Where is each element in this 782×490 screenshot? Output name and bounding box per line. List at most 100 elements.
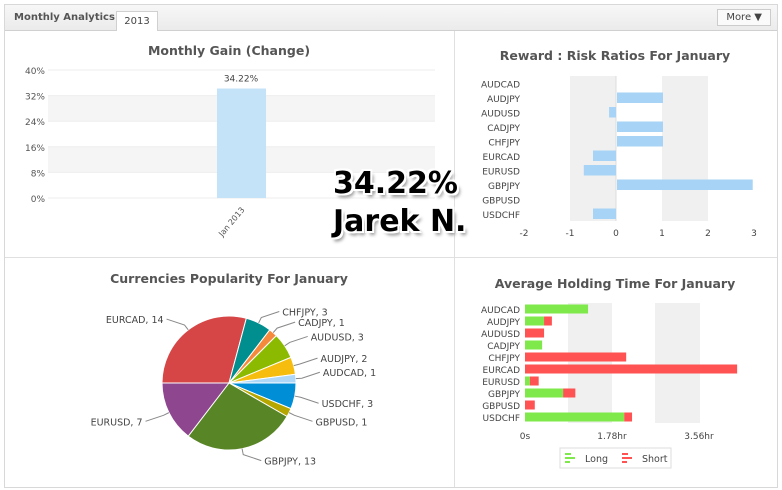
- category-label: AUDJPY: [487, 318, 521, 328]
- bar-short: [544, 316, 552, 326]
- analytics-widget: Monthly Analytics 2013 More ▼: [4, 4, 778, 488]
- tab-2013[interactable]: 2013: [116, 11, 158, 31]
- chart-title: Reward : Risk Ratios For January: [500, 48, 730, 63]
- overlay-gain: 34.22%: [333, 166, 458, 201]
- tab-bar: Monthly Analytics 2013 More ▼: [5, 5, 777, 31]
- leader-line: [288, 412, 313, 422]
- bar: [617, 179, 753, 190]
- bar: [609, 107, 616, 118]
- currency-popularity-chart: Currencies Popularity For January EURCAD,…: [91, 271, 377, 468]
- bar-short: [525, 328, 545, 338]
- category-label: USDCHF: [483, 211, 520, 221]
- bar-short: [563, 388, 576, 398]
- overlay-name: Jarek N.: [333, 204, 467, 239]
- category-label: GBPJPY: [488, 182, 520, 192]
- x-tick-label: Jan 2013: [216, 206, 246, 240]
- bar-long: [525, 316, 545, 326]
- data-label: 34.22%: [224, 74, 259, 84]
- category-label: AUDCAD: [481, 80, 520, 90]
- monthly-gain-chart: Monthly Gain (Change) 0% 8% 16% 24% 32% 40% 34.…: [25, 43, 435, 240]
- legend: [559, 447, 672, 469]
- leader-line: [241, 448, 262, 462]
- bar-short: [525, 400, 535, 410]
- legend-icon: [622, 461, 627, 463]
- bar: [583, 165, 616, 176]
- bar: [617, 121, 663, 132]
- grid-band: [568, 303, 612, 423]
- bar-short: [529, 376, 539, 386]
- x-tick-label: -2: [520, 229, 529, 239]
- bar-long: [525, 376, 530, 386]
- grid-band: [655, 303, 700, 423]
- legend-label: Short: [642, 454, 668, 465]
- x-tick-label: 3.56hr: [684, 432, 714, 442]
- legend-icon: [565, 461, 570, 463]
- category-label: CADJPY: [487, 342, 520, 352]
- y-tick-label: 8%: [31, 169, 46, 179]
- slice-label: CADJPY, 1: [298, 318, 345, 329]
- bar-long: [525, 388, 564, 398]
- x-tick-label: 3: [751, 229, 757, 239]
- legend-label: Long: [585, 454, 608, 465]
- pie-slice: [161, 315, 247, 384]
- bar-short: [525, 352, 627, 362]
- bar: [617, 136, 663, 147]
- more-label: More: [726, 12, 752, 23]
- x-tick-label: 1.78hr: [597, 432, 627, 442]
- y-tick-label: 40%: [25, 67, 45, 77]
- y-tick-label: 16%: [25, 144, 45, 154]
- leader-line: [145, 412, 170, 422]
- bar-long: [525, 304, 589, 314]
- category-label: GBPUSD: [482, 196, 520, 206]
- pie-slice: [187, 382, 288, 451]
- y-tick-label: 0%: [31, 195, 46, 205]
- more-button[interactable]: More ▼: [717, 9, 771, 26]
- slice-label: GBPJPY, 13: [264, 457, 316, 468]
- reward-risk-chart: Reward : Risk Ratios For January AUDCAD AU…: [481, 48, 757, 239]
- category-label: EURCAD: [483, 366, 521, 376]
- slice-label: AUDCAD, 1: [323, 368, 376, 379]
- leader-line: [294, 395, 319, 404]
- bar-short: [624, 412, 633, 422]
- category-label: EURUSD: [482, 378, 520, 388]
- bar-short: [525, 364, 738, 374]
- leader-line: [258, 311, 280, 324]
- category-label: EURUSD: [482, 167, 520, 177]
- slice-label: AUDUSD, 3: [311, 332, 364, 343]
- category-label: CHFJPY: [488, 138, 520, 148]
- x-tick-label: 1: [659, 229, 665, 239]
- leader-line: [166, 318, 189, 331]
- legend-icon: [622, 453, 628, 455]
- slice-label: GBPUSD, 1: [315, 417, 367, 428]
- leader-line: [272, 321, 296, 333]
- bar-long: [525, 340, 543, 350]
- divider: [454, 31, 455, 487]
- category-label: AUDUSD: [481, 109, 520, 119]
- y-tick-label: 32%: [25, 93, 45, 103]
- chart-title: Average Holding Time For January: [495, 276, 735, 291]
- x-tick-label: 0s: [520, 432, 531, 442]
- chart-title: Monthly Gain (Change): [148, 43, 310, 58]
- slice-label: EURUSD, 7: [91, 417, 143, 428]
- category-label: CADJPY: [487, 124, 520, 134]
- slice-label: USDCHF, 3: [322, 399, 374, 410]
- category-label: AUDJPY: [487, 95, 521, 105]
- grid-band: [570, 76, 616, 221]
- bar: [593, 150, 616, 161]
- holding-time-chart: Average Holding Time For January AUDCAD AU…: [481, 276, 738, 469]
- legend-icon: [622, 457, 632, 459]
- leader-line: [293, 357, 318, 367]
- x-tick-label: 0: [613, 229, 619, 239]
- bar-long: [525, 412, 625, 422]
- slice-label: AUDJPY, 2: [321, 354, 368, 365]
- category-label: GBPUSD: [482, 402, 520, 412]
- chevron-down-icon: ▼: [754, 12, 762, 23]
- leader-line: [284, 335, 308, 347]
- slice-label: CHFJPY, 3: [282, 308, 327, 319]
- legend-icon: [565, 457, 575, 459]
- y-tick-label: 24%: [25, 118, 45, 128]
- bar: [617, 92, 663, 103]
- category-label: USDCHF: [483, 414, 520, 424]
- category-label: AUDCAD: [481, 306, 520, 316]
- category-label: AUDUSD: [481, 330, 520, 340]
